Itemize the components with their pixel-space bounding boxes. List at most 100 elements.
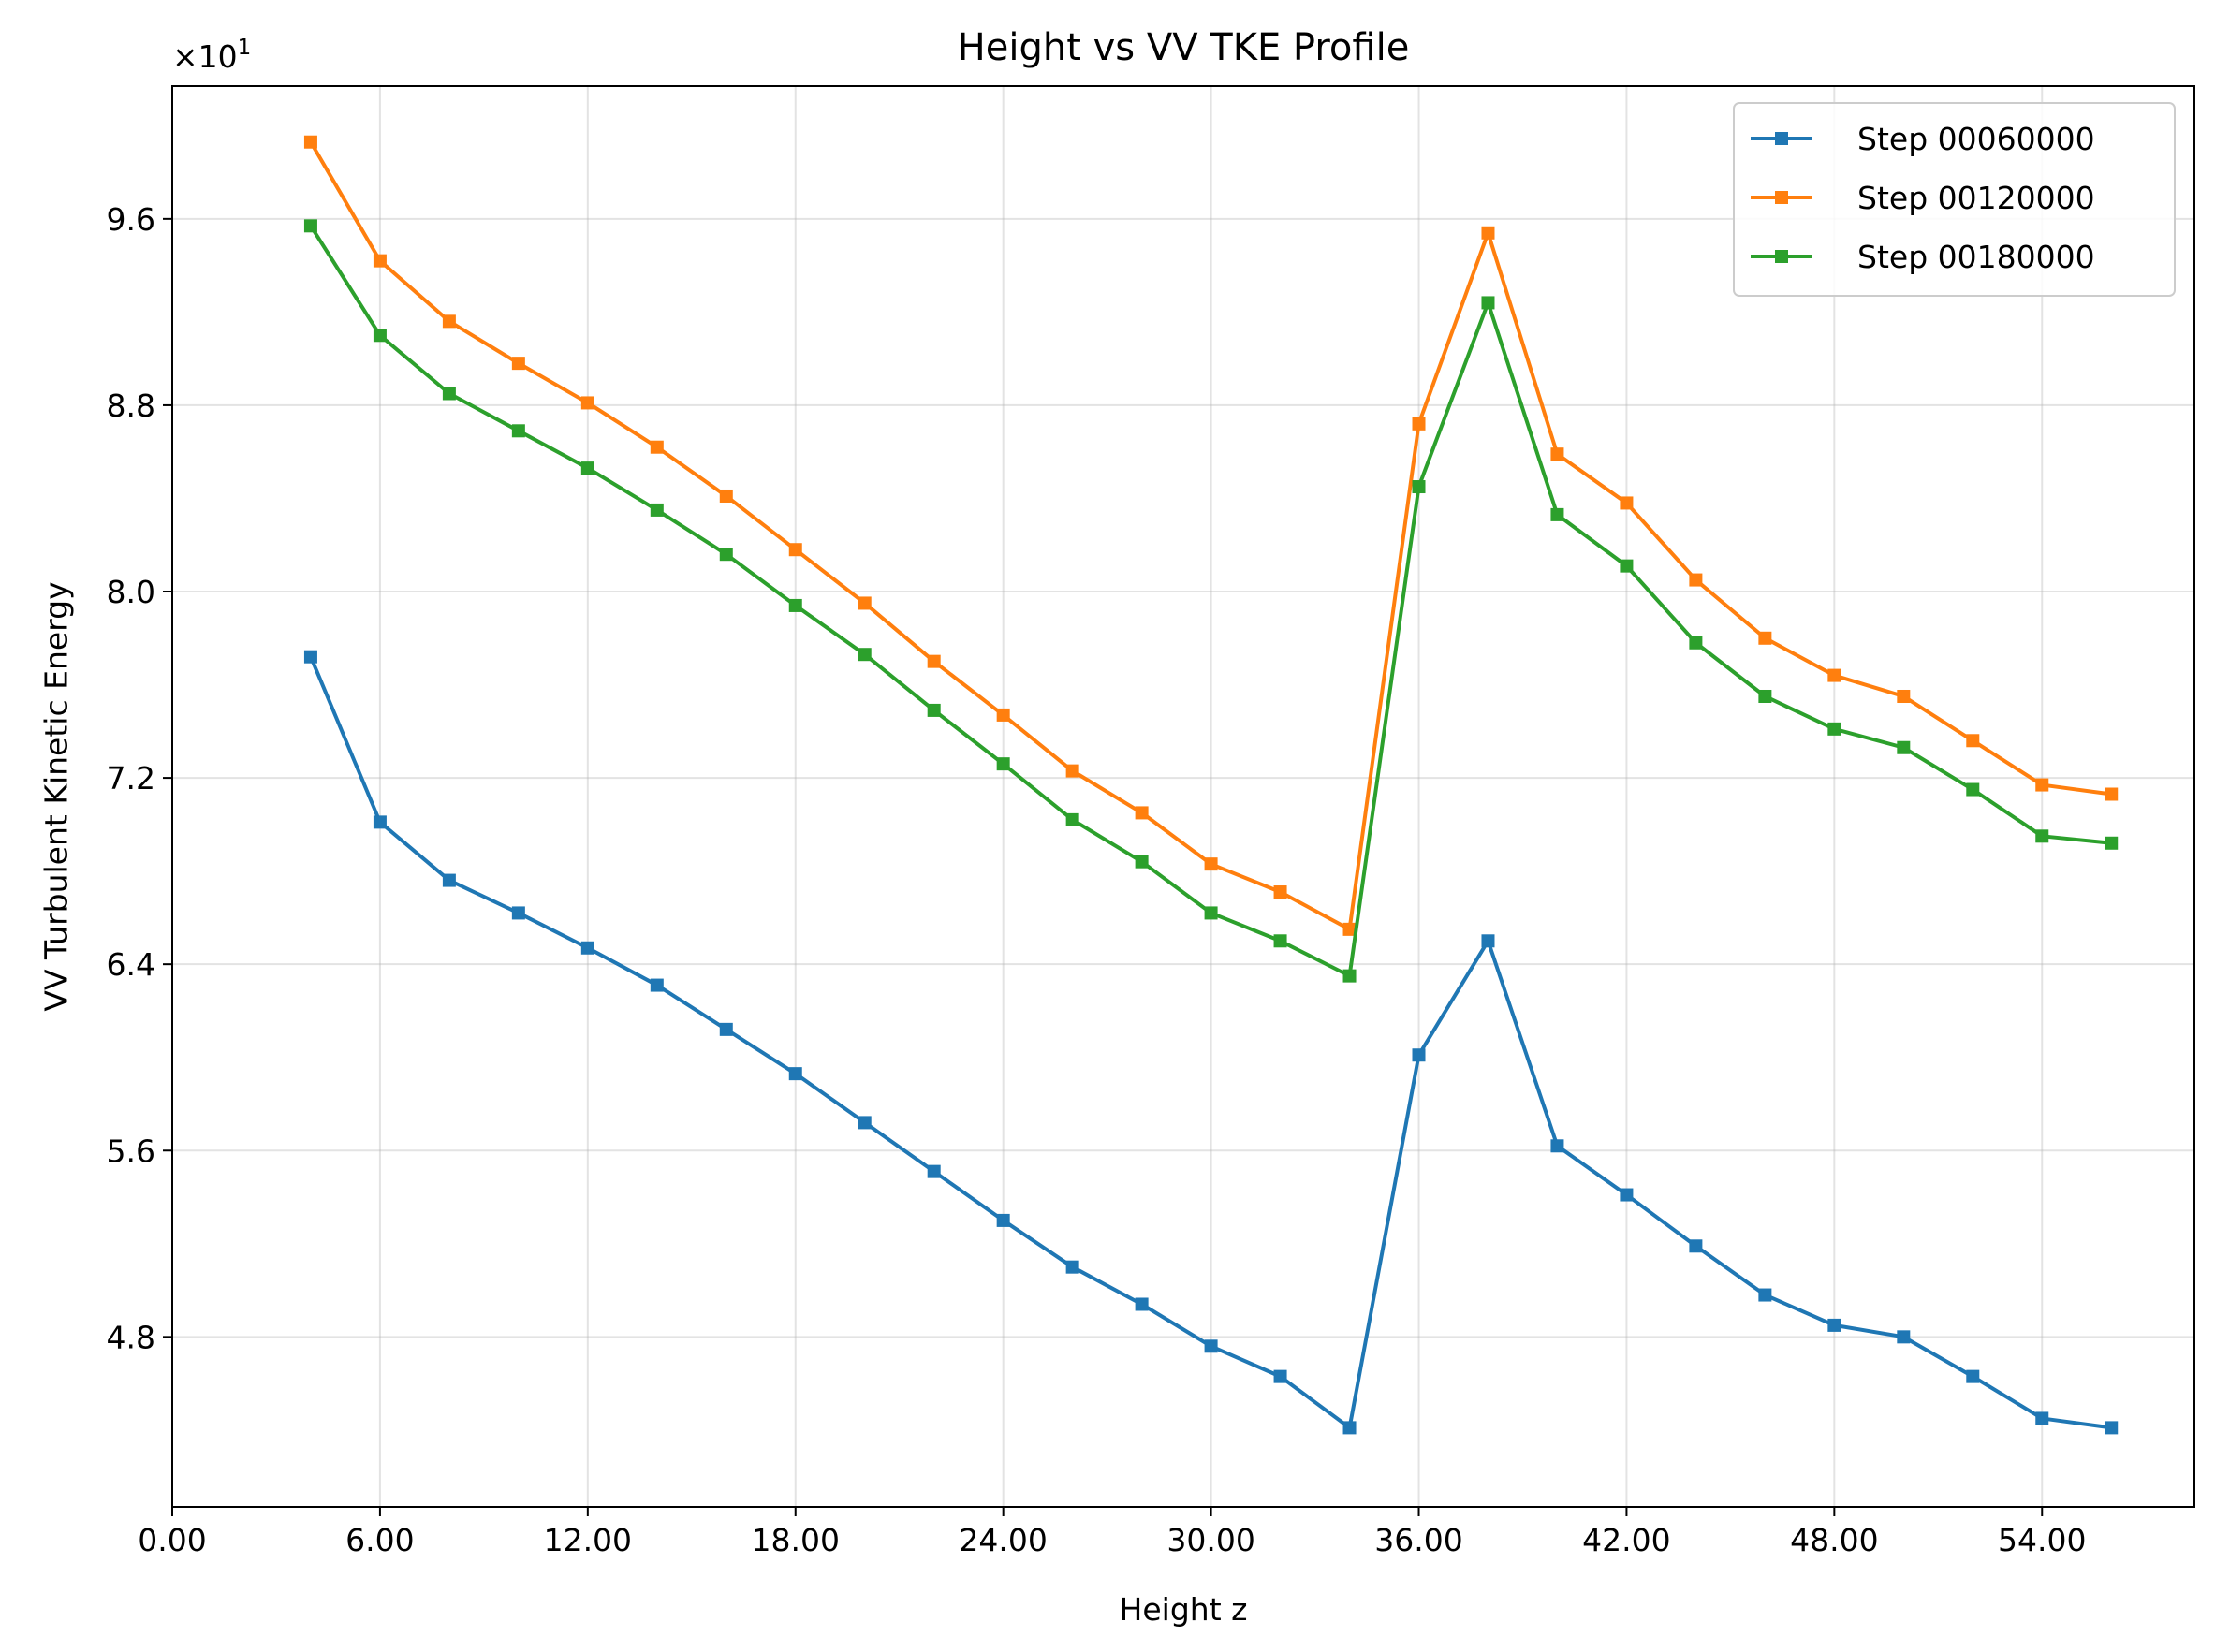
y-tick-label: 4.8 [107,1319,155,1355]
data-point [1481,296,1495,310]
data-point [373,254,387,268]
x-tick-label: 0.00 [138,1522,206,1558]
data-point [511,424,525,438]
data-point [1412,480,1426,494]
data-point [719,548,733,562]
data-point [1827,668,1841,682]
legend-label: Step 00060000 [1857,121,2095,157]
data-point [927,654,941,668]
data-point [858,648,872,662]
data-point [373,815,387,829]
data-point [1689,573,1703,587]
data-point [1827,1318,1841,1332]
data-point [1481,934,1495,948]
data-point [303,135,317,149]
y-tick-label: 8.0 [107,574,155,610]
data-point [1897,1330,1911,1344]
data-point [373,329,387,343]
data-point [788,543,802,557]
data-point [1204,857,1218,871]
y-tick-label: 8.8 [107,387,155,424]
data-point [996,1213,1010,1227]
data-point [1135,1297,1149,1311]
y-tick-label: 9.6 [107,201,155,238]
series-1 [303,650,2119,1435]
data-point [1758,1288,1772,1302]
data-point [1065,764,1079,778]
legend-item: Step 00060000 [1751,121,2095,157]
data-point [580,461,594,475]
legend-box [1733,102,2176,297]
data-point [1689,636,1703,650]
legend: Step 00060000 Step 00120000 Step 00180000 [1733,102,2176,297]
series-3 [303,219,2119,983]
x-tick-label: 36.00 [1374,1522,1462,1558]
data-point [442,314,456,329]
data-point [1758,631,1772,645]
data-point [2035,829,2049,843]
legend-item: Step 00180000 [1751,239,2095,275]
data-point [996,708,1010,722]
data-point [1342,969,1357,983]
legend-marker [1775,191,1788,204]
x-axis-ticks: 0.00 6.00 12.00 18.00 24.00 30.00 36.00 42.00 48… [138,1507,2087,1558]
legend-item: Step 00120000 [1751,180,2095,216]
data-point [2105,836,2119,850]
series-lines [303,135,2119,1435]
data-point [1273,934,1287,948]
x-tick-label: 18.00 [752,1522,840,1558]
legend-marker [1775,132,1788,145]
data-point [1065,1260,1079,1274]
data-point [1342,922,1357,936]
y-tick-label: 7.2 [107,760,155,797]
data-point [1273,1369,1287,1383]
data-point [1550,447,1564,461]
x-tick-label: 12.00 [544,1522,632,1558]
grid [171,86,2194,1507]
data-point [303,650,317,664]
data-point [650,503,664,517]
legend-marker [1775,250,1788,263]
y-tick-label: 5.6 [107,1133,155,1169]
data-point [996,757,1010,771]
data-point [1204,1339,1218,1353]
data-point [511,357,525,371]
plot-area-frame [171,85,2195,1508]
data-point [1342,1421,1357,1435]
x-tick-label: 54.00 [1998,1522,2086,1558]
data-point [650,978,664,992]
y-axis-ticks: 4.8 5.6 6.4 7.2 8.0 8.8 9.6 [107,201,172,1355]
data-point [1620,496,1634,510]
data-point [1827,722,1841,736]
data-point [1135,806,1149,820]
y-axis-multiplier: ×101 [172,36,251,75]
y-tick-label: 6.4 [107,946,155,983]
data-point [1065,812,1079,826]
data-point [788,1067,802,1081]
data-point [1897,740,1911,754]
data-point [719,489,733,503]
data-point [511,906,525,920]
legend-label: Step 00120000 [1857,180,2095,216]
data-point [1966,782,1980,797]
data-point [650,440,664,454]
data-point [1758,689,1772,703]
legend-label: Step 00180000 [1857,239,2095,275]
series-2 [303,135,2119,936]
data-point [1897,689,1911,703]
x-tick-label: 24.00 [959,1522,1047,1558]
data-point [1135,855,1149,869]
y-axis-multiplier-base: ×10 [172,38,238,75]
data-point [1620,1188,1634,1202]
data-point [2105,787,2119,801]
data-point [442,387,456,401]
data-point [580,941,594,955]
chart-title: Height vs VV TKE Profile [958,26,1410,69]
data-point [719,1022,733,1036]
data-point [788,598,802,612]
data-point [1689,1239,1703,1253]
data-point [580,396,594,410]
data-point [1620,559,1634,573]
data-point [1412,1048,1426,1062]
